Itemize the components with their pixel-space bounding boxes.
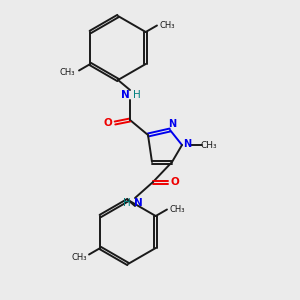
Text: N: N xyxy=(168,119,176,129)
Text: O: O xyxy=(103,118,112,128)
Text: H: H xyxy=(133,90,141,100)
Text: CH₃: CH₃ xyxy=(71,253,87,262)
Text: H: H xyxy=(123,198,131,208)
Text: N: N xyxy=(134,198,142,208)
Text: CH₃: CH₃ xyxy=(169,205,185,214)
Text: CH₃: CH₃ xyxy=(201,140,217,149)
Text: N: N xyxy=(183,139,191,149)
Text: O: O xyxy=(171,177,179,187)
Text: N: N xyxy=(121,90,129,100)
Text: CH₃: CH₃ xyxy=(159,21,175,30)
Text: CH₃: CH₃ xyxy=(59,68,75,77)
